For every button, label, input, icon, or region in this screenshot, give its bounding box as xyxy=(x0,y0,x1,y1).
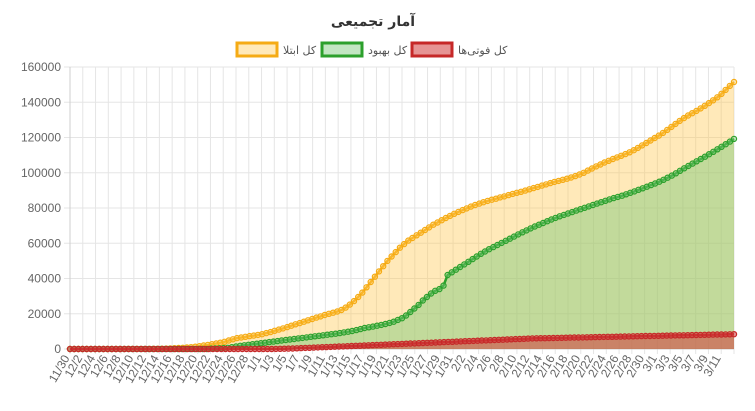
legend-swatch xyxy=(410,41,454,58)
legend-swatch xyxy=(320,41,364,58)
data-point xyxy=(392,248,399,256)
data-point xyxy=(402,312,410,319)
data-point xyxy=(664,126,671,134)
data-point xyxy=(342,304,349,311)
legend-label: کل بهبود xyxy=(368,44,408,57)
series-area xyxy=(70,82,734,349)
data-point xyxy=(346,301,353,308)
data-point xyxy=(367,278,374,286)
legend-label: کل ابتلا xyxy=(283,44,317,57)
legend-item-1: کل بهبود xyxy=(320,41,408,58)
y-tick-label: 160000 xyxy=(21,60,61,74)
data-point xyxy=(396,244,404,251)
data-point xyxy=(726,82,734,90)
data-point xyxy=(423,293,431,301)
y-tick-label: 140000 xyxy=(21,95,61,109)
data-point xyxy=(730,331,738,338)
data-point xyxy=(371,273,379,280)
y-tick-label: 40000 xyxy=(28,272,62,286)
data-point xyxy=(380,263,387,270)
data-point xyxy=(411,305,418,312)
chart-legend: کل ابتلا کل بهبود کل فوتی‌ها xyxy=(235,41,508,58)
data-point xyxy=(705,99,713,107)
data-point xyxy=(415,301,422,309)
series-2 xyxy=(66,331,738,353)
data-point xyxy=(350,297,358,305)
legend-item-2: کل فوتی‌ها xyxy=(410,41,508,58)
y-tick-label: 120000 xyxy=(21,131,61,145)
data-point xyxy=(659,129,667,137)
data-point xyxy=(730,78,738,86)
y-tick-label: 60000 xyxy=(28,236,62,250)
data-point xyxy=(355,293,362,301)
data-point xyxy=(676,117,683,125)
x-axis-ticks: 11/3012/212/412/612/812/1012/1212/1412/1… xyxy=(46,352,724,385)
series-area xyxy=(70,138,734,349)
data-point xyxy=(363,284,370,291)
y-tick-label: 100000 xyxy=(21,166,61,180)
data-point xyxy=(668,123,675,131)
data-point xyxy=(436,285,443,293)
legend-swatch xyxy=(235,41,279,58)
data-point xyxy=(400,240,408,248)
data-point xyxy=(722,86,729,94)
legend-label: کل فوتی‌ها xyxy=(458,44,508,57)
data-point xyxy=(388,253,395,260)
legend-item-0: کل ابتلا xyxy=(235,41,317,58)
data-point xyxy=(718,90,725,98)
data-point xyxy=(419,297,426,304)
data-point xyxy=(709,97,717,104)
data-point xyxy=(714,94,721,101)
data-point xyxy=(375,268,383,275)
data-point xyxy=(359,289,366,296)
chart-series xyxy=(66,78,738,353)
data-point xyxy=(730,135,738,143)
y-tick-label: 20000 xyxy=(28,307,62,321)
data-point xyxy=(384,257,391,265)
data-point xyxy=(407,308,414,316)
chart-title: آمار تجمیعی xyxy=(331,12,416,30)
chart-grid xyxy=(64,66,735,354)
data-point xyxy=(672,120,679,128)
data-point xyxy=(440,282,447,289)
y-axis-ticks: 0 20000 40000 60000 80000 100000 120000 140000 1… xyxy=(21,60,61,356)
y-tick-label: 80000 xyxy=(28,201,62,215)
y-tick-label: 0 xyxy=(54,342,61,356)
